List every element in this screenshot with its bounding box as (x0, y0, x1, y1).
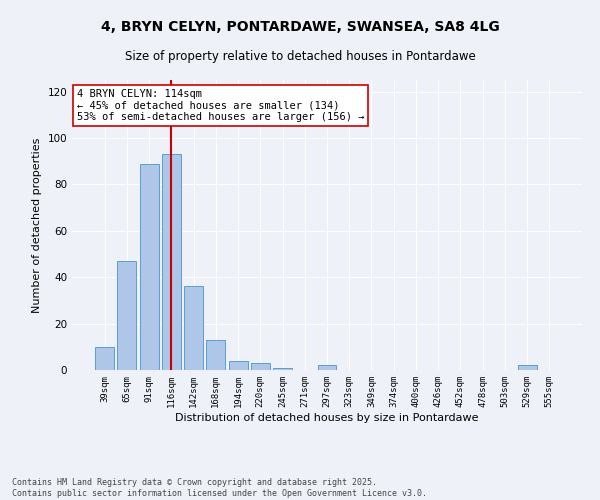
Text: 4 BRYN CELYN: 114sqm
← 45% of detached houses are smaller (134)
53% of semi-deta: 4 BRYN CELYN: 114sqm ← 45% of detached h… (77, 88, 365, 122)
Bar (184, 286, 203, 370)
Bar (273, 368, 292, 370)
Text: Size of property relative to detached houses in Pontardawe: Size of property relative to detached ho… (125, 50, 475, 63)
Bar (162, 154, 181, 370)
Bar (251, 363, 270, 370)
Text: Contains HM Land Registry data © Crown copyright and database right 2025.
Contai: Contains HM Land Registry data © Crown c… (12, 478, 427, 498)
Bar (95, 347, 114, 370)
Bar (518, 366, 536, 370)
Text: 4, BRYN CELYN, PONTARDAWE, SWANSEA, SA8 4LG: 4, BRYN CELYN, PONTARDAWE, SWANSEA, SA8 … (101, 20, 499, 34)
Bar (140, 164, 158, 370)
X-axis label: Distribution of detached houses by size in Pontardawe: Distribution of detached houses by size … (175, 412, 479, 422)
Y-axis label: Number of detached properties: Number of detached properties (32, 138, 42, 312)
Bar (317, 366, 337, 370)
Bar (229, 360, 248, 370)
Bar (206, 340, 225, 370)
Bar (118, 261, 136, 370)
